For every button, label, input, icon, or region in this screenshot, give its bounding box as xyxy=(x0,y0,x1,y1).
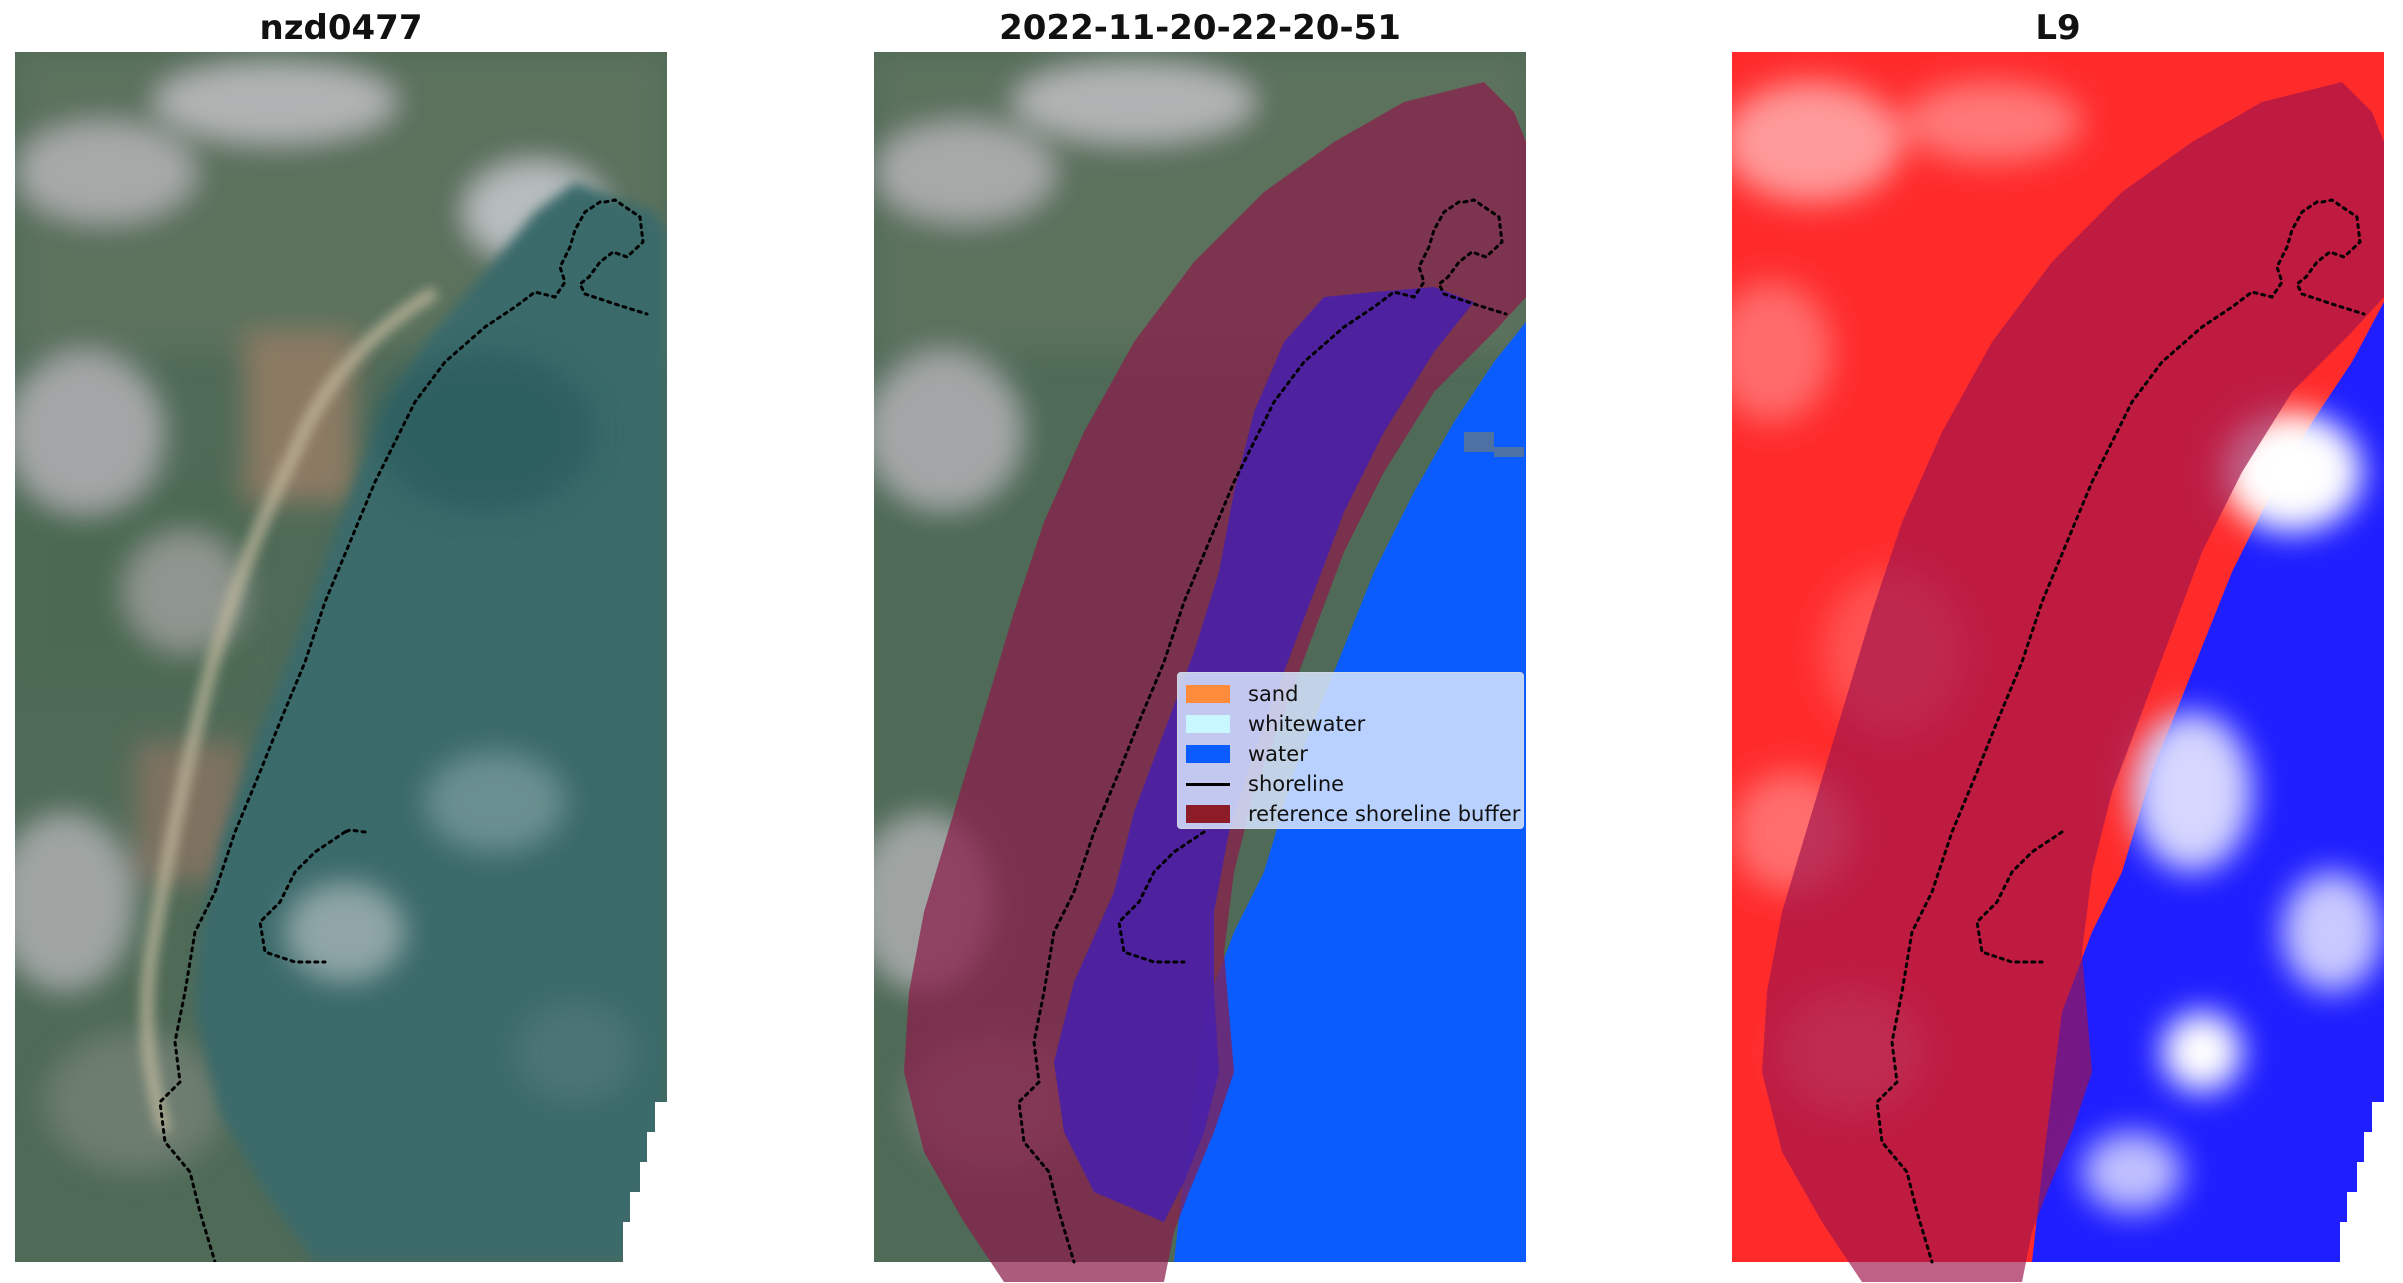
legend-label: sand xyxy=(1248,682,1299,706)
legend-label: water xyxy=(1248,742,1308,766)
legend-label: whitewater xyxy=(1248,712,1366,736)
sand-swatch xyxy=(1186,685,1230,703)
index-panel xyxy=(1732,52,2384,1282)
legend-item-water: water xyxy=(1186,739,1515,769)
water-swatch xyxy=(1186,745,1230,763)
rgb-image-panel xyxy=(15,52,667,1262)
classification-image xyxy=(874,52,1526,1282)
legend-item-sand: sand xyxy=(1186,679,1515,709)
legend-item-shoreline: shoreline xyxy=(1186,769,1515,799)
shoreline-swatch xyxy=(1186,782,1230,786)
whitewater-swatch xyxy=(1186,715,1230,733)
panel-title-index: L9 xyxy=(2035,8,2081,48)
classification-panel xyxy=(874,52,1526,1282)
panel-title-date: 2022-11-20-22-20-51 xyxy=(999,8,1401,48)
panel-title-rgb: nzd0477 xyxy=(259,8,423,48)
legend-item-buffer: reference shoreline buffer xyxy=(1186,799,1520,829)
buffer-swatch xyxy=(1186,805,1230,823)
index-image xyxy=(1732,52,2384,1282)
legend-label: reference shoreline buffer xyxy=(1248,802,1521,826)
rgb-image xyxy=(15,52,667,1262)
legend-label: shoreline xyxy=(1248,772,1345,796)
legend-item-whitewater: whitewater xyxy=(1186,709,1515,739)
legend: sand whitewater water shoreline referenc… xyxy=(1177,672,1524,829)
